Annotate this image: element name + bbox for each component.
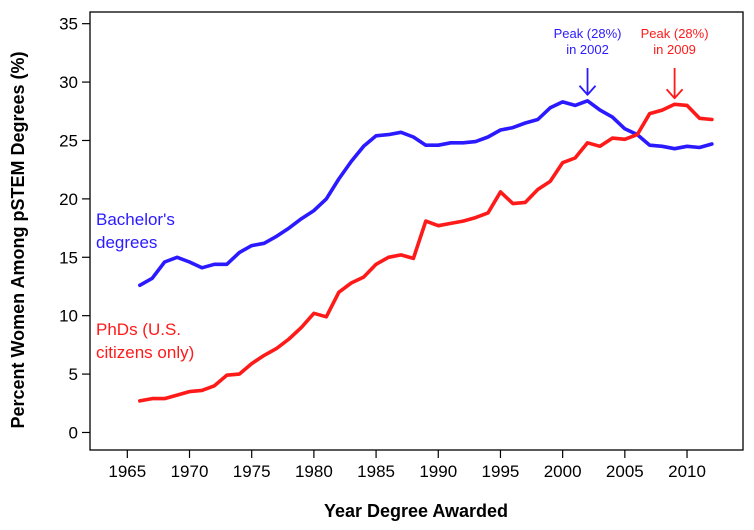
series-labels: Bachelor's degrees PhDs (U.S. citizens only…	[96, 210, 194, 362]
x-tick-label: 2010	[668, 462, 706, 481]
annotation-label-line: Peak (28%)	[641, 26, 709, 41]
series-layer	[138, 99, 714, 403]
x-tick-label: 2000	[544, 462, 582, 481]
series-label-line: Bachelor's	[96, 210, 175, 229]
x-tick-label: 1985	[357, 462, 395, 481]
x-tick-label: 1990	[419, 462, 457, 481]
plot-frame	[89, 11, 744, 451]
x-axis-title: Year Degree Awarded	[324, 501, 508, 521]
x-tick-label: 1995	[482, 462, 520, 481]
series-label-phds: PhDs (U.S. citizens only)	[96, 320, 194, 362]
annotation-label-line: in 2009	[653, 42, 696, 57]
y-tick-label: 15	[59, 248, 78, 267]
annotation-arrow-head	[665, 88, 684, 100]
series-label-line: degrees	[96, 233, 157, 252]
y-axis: 0 5 10 15 20 25 30 35	[59, 15, 90, 442]
series-label-line: PhDs (U.S.	[96, 320, 181, 339]
x-tick-label: 1975	[233, 462, 271, 481]
y-tick-label: 20	[59, 190, 78, 209]
y-axis-title: Percent Women Among pSTEM Degrees (%)	[8, 51, 28, 428]
series-line-bachelors	[138, 99, 714, 288]
annotation-label: Peak (28%) in 2009	[641, 26, 709, 57]
series-line-phds	[138, 102, 714, 403]
y-tick-label: 35	[59, 15, 78, 34]
x-axis: 1965 1970 1975 1980 1985 1990 1995 2000 2005 2010	[108, 450, 706, 481]
y-tick-label: 0	[69, 423, 78, 442]
annotation-arrow-head	[578, 85, 597, 96]
x-tick-label: 2005	[606, 462, 644, 481]
y-tick-label: 25	[59, 131, 78, 150]
y-tick-label: 30	[59, 73, 78, 92]
x-tick-label: 1980	[295, 462, 333, 481]
annotation-label: Peak (28%) in 2002	[554, 26, 622, 57]
y-tick-label: 5	[69, 365, 78, 384]
x-tick-label: 1970	[171, 462, 209, 481]
x-tick-label: 1965	[108, 462, 146, 481]
annotation-label-line: in 2002	[566, 42, 609, 57]
y-tick-label: 10	[59, 307, 78, 326]
series-label-line: citizens only)	[96, 343, 194, 362]
annotation-label-line: Peak (28%)	[554, 26, 622, 41]
series-label-bachelors: Bachelor's degrees	[96, 210, 175, 252]
